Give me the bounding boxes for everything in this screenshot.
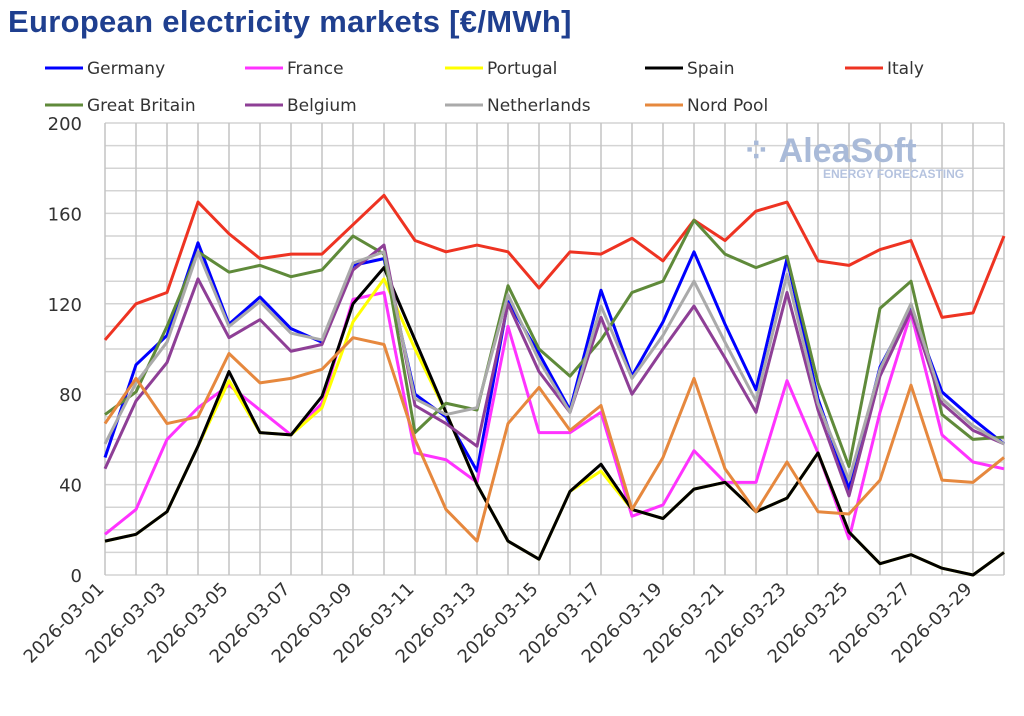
watermark-subtitle: ENERGY FORECASTING	[823, 167, 964, 181]
series-line-great-britain	[104, 218, 1005, 469]
series-line-belgium	[103, 243, 1005, 498]
y-tick-label: 0	[71, 566, 82, 587]
series-line-nord-pool	[103, 336, 1005, 543]
legend-label: Great Britain	[87, 96, 196, 116]
legend-label: Nord Pool	[687, 96, 768, 116]
series-line-netherlands	[103, 250, 1005, 482]
series-line-france	[104, 291, 1005, 541]
legend-label: Netherlands	[487, 96, 591, 116]
legend-label: Germany	[87, 59, 165, 79]
legend-label: Italy	[887, 59, 924, 79]
y-tick-label: 200	[48, 114, 82, 135]
y-tick-label: 40	[59, 476, 82, 497]
legend-label: Spain	[687, 59, 735, 79]
chart-title: European electricity markets [€/MWh]	[8, 4, 572, 39]
y-tick-label: 160	[48, 204, 82, 225]
watermark-logo: ⁘ AleaSoft	[742, 132, 917, 170]
legend-label: Portugal	[487, 59, 557, 79]
series-line-italy	[103, 193, 1006, 341]
series-line-spain	[104, 266, 1005, 577]
legend-label: Belgium	[287, 96, 357, 116]
series-line-germany	[103, 241, 1005, 491]
y-tick-label: 120	[48, 295, 82, 316]
y-tick-label: 80	[59, 385, 82, 406]
legend-label: France	[287, 59, 344, 79]
series-line-portugal	[104, 277, 1005, 577]
